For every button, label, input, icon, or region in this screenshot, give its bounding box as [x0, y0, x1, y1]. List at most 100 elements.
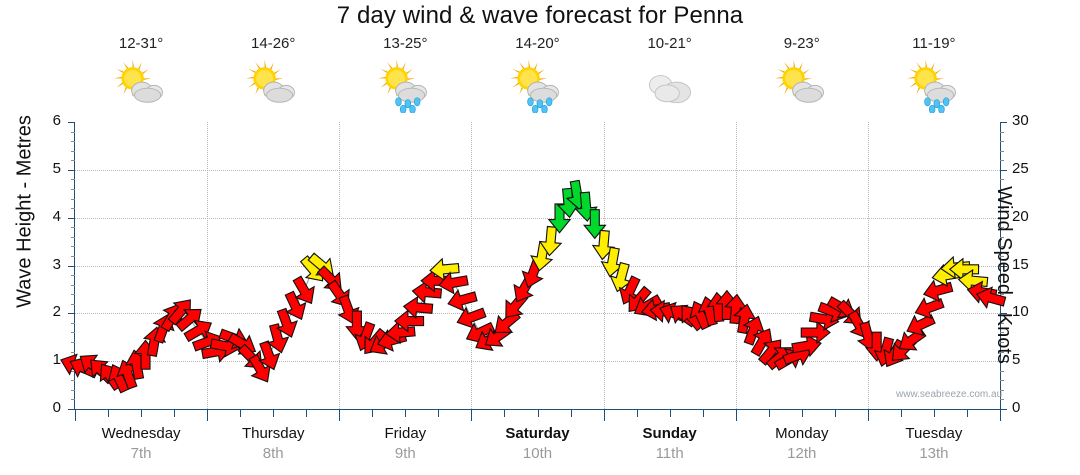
y-tick-minor-right: [1000, 179, 1004, 181]
sun-cloud-icon: [771, 55, 833, 113]
x-tick: [240, 410, 242, 417]
x-tick: [438, 410, 440, 417]
y-tick-minor-right: [1000, 236, 1004, 238]
y-tick-minor-right: [1000, 208, 1004, 210]
y-tick-minor-left: [71, 208, 75, 210]
x-tick: [801, 410, 803, 417]
x-tick: [867, 410, 869, 421]
day-name: Friday: [384, 425, 427, 442]
y-tick-left: [68, 265, 75, 267]
x-tick: [372, 410, 374, 417]
x-tick: [603, 410, 605, 421]
y-tick-right: [1000, 361, 1007, 363]
y-tick-minor-left: [71, 188, 75, 190]
y-tick-label-right: 0: [1012, 399, 1021, 416]
day-axis-labels: Wednesday 7th Thursday 8th Friday 9th Saturday…: [75, 424, 1000, 470]
y-tick-minor-left: [71, 227, 75, 229]
day-name: Monday: [775, 425, 829, 442]
y-tick-minor-left: [71, 380, 75, 382]
y-tick-label-right: 25: [1012, 159, 1029, 177]
y-tick-left: [68, 169, 75, 171]
y-tick-minor-left: [71, 131, 75, 133]
x-tick: [504, 410, 506, 417]
day-header-wednesday: 12-31°: [75, 36, 207, 118]
y-tick-label-left: 0: [52, 399, 61, 416]
y-tick-right: [1000, 265, 1007, 267]
x-tick: [669, 410, 671, 417]
temp-range: 10-21°: [647, 35, 692, 52]
x-tick: [900, 410, 902, 417]
cloud-icon: [639, 55, 701, 113]
y-tick-minor-left: [71, 179, 75, 181]
y-tick-minor-left: [71, 332, 75, 334]
y-tick-minor-left: [71, 351, 75, 353]
day-label-saturday: Saturday 10th: [471, 424, 603, 470]
page-title: 7 day wind & wave forecast for Penna: [336, 2, 744, 29]
day-label-friday: Friday 9th: [339, 424, 471, 470]
x-tick: [207, 410, 209, 421]
y-tick-label-left: 6: [52, 112, 61, 129]
x-tick: [306, 410, 308, 417]
bottom-axis-line: [74, 409, 1001, 410]
x-tick: [636, 410, 638, 417]
gridline-horizontal: [75, 313, 1000, 315]
y-tick-minor-right: [1000, 370, 1004, 372]
sun-cloud-rain-icon: [506, 55, 568, 114]
y-tick-left: [68, 122, 75, 123]
y-tick-minor-left: [71, 141, 75, 143]
temp-range: 11-19°: [912, 35, 956, 52]
day-header-tuesday: 11-19°: [868, 36, 1000, 118]
x-tick: [537, 410, 539, 417]
gridline-day-divider: [339, 122, 341, 409]
day-name: Tuesday: [905, 425, 963, 442]
day-date: 10th: [522, 445, 553, 462]
y-tick-minor-right: [1000, 342, 1004, 344]
y-tick-minor-right: [1000, 160, 1004, 162]
y-tick-minor-right: [1000, 399, 1004, 401]
y-tick-minor-right: [1000, 227, 1004, 229]
y-tick-minor-left: [71, 275, 75, 277]
y-tick-minor-left: [71, 303, 75, 305]
plot-area: [75, 122, 1000, 409]
day-header-sunday: 10-21°: [604, 36, 736, 118]
gridline-day-divider: [207, 122, 209, 409]
y-tick-minor-left: [71, 389, 75, 391]
day-date: 11th: [655, 445, 684, 462]
gridline-horizontal: [75, 361, 1000, 363]
sun-cloud-rain-icon: [903, 55, 965, 114]
day-name: Thursday: [241, 425, 305, 442]
y-tick-label-right: 20: [1012, 207, 1029, 225]
y-tick-minor-left: [71, 322, 75, 324]
right-axis-title: Wind Speed - Knots: [993, 186, 1015, 364]
y-tick-minor-right: [1000, 246, 1004, 248]
x-tick: [702, 410, 704, 417]
x-tick: [75, 410, 76, 421]
y-tick-minor-left: [71, 399, 75, 401]
y-tick-minor-right: [1000, 389, 1004, 391]
y-tick-minor-right: [1000, 131, 1004, 133]
y-tick-minor-left: [71, 284, 75, 286]
gridline-day-divider: [735, 122, 737, 409]
y-tick-right: [1000, 122, 1007, 123]
y-tick-minor-left: [71, 150, 75, 152]
y-tick-label-right: 15: [1012, 255, 1029, 273]
y-tick-right: [1000, 217, 1007, 219]
day-name: Sunday: [642, 425, 697, 442]
temp-range: 14-20°: [515, 35, 560, 52]
day-date: 8th: [262, 445, 284, 462]
x-tick: [141, 410, 143, 417]
day-headers: 12-31° 14-26° 13-25°: [75, 36, 1000, 118]
temp-range: 13-25°: [383, 35, 428, 52]
y-tick-minor-right: [1000, 284, 1004, 286]
x-tick: [405, 410, 407, 417]
y-tick-minor-right: [1000, 332, 1004, 334]
y-tick-minor-right: [1000, 380, 1004, 382]
y-tick-minor-right: [1000, 141, 1004, 143]
y-tick-label-left: 2: [52, 303, 61, 321]
y-tick-minor-left: [71, 198, 75, 200]
temp-range: 12-31°: [118, 35, 164, 52]
gridline-day-divider: [867, 122, 869, 409]
y-tick-label-right: 30: [1012, 112, 1029, 129]
day-label-thursday: Thursday 8th: [207, 424, 339, 470]
left-axis-title: Wave Height - Metres: [13, 115, 36, 308]
